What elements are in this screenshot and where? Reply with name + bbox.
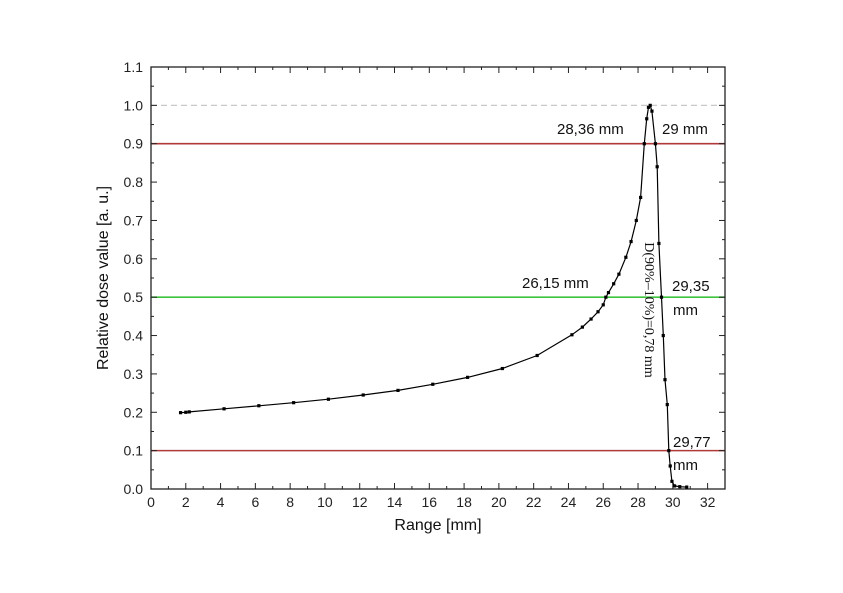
y-tick-label: 0.6	[124, 251, 144, 267]
y-tick-label: 0.7	[124, 212, 144, 228]
y-tick-label: 0.9	[124, 136, 144, 152]
annotation-29: 29 mm	[662, 121, 708, 138]
annotation-29-35-unit: mm	[673, 302, 698, 319]
data-point	[361, 393, 365, 397]
y-tick-label: 0.8	[124, 174, 144, 190]
data-point	[601, 303, 605, 307]
data-point	[646, 105, 651, 109]
x-axis-ticks: 0 2 4 6 8 10 12 14 16 18 20 22 24 26 28 30 32	[147, 67, 716, 510]
x-axis-title: Range [mm]	[394, 517, 481, 534]
data-point	[396, 388, 400, 393]
data-point	[663, 378, 667, 382]
data-point	[650, 109, 654, 113]
data-point	[431, 382, 435, 386]
y-tick-label: 0.5	[124, 289, 144, 305]
data-point	[661, 333, 665, 338]
x-tick-label: 22	[526, 494, 542, 510]
x-tick-label: 20	[491, 494, 507, 510]
y-axis-title: Relative dose value [a. u.]	[95, 186, 112, 370]
data-point	[612, 282, 616, 286]
data-point	[639, 195, 643, 200]
x-tick-label: 30	[665, 494, 681, 510]
data-point	[326, 397, 331, 401]
data-point	[645, 117, 649, 121]
y-tick-label: 0.0	[124, 481, 144, 497]
data-point	[257, 404, 261, 408]
x-tick-label: 12	[352, 494, 368, 510]
annotation-distal-falloff: D(90%–10%)=0,78 mm	[641, 242, 656, 378]
x-tick-label: 8	[286, 494, 294, 510]
data-point	[465, 375, 470, 379]
data-point	[642, 142, 646, 146]
x-tick-label: 10	[317, 494, 333, 510]
data-point	[596, 310, 600, 314]
data-point	[580, 325, 584, 329]
x-tick-label: 16	[422, 494, 438, 510]
data-point	[670, 479, 674, 483]
data-point	[222, 407, 226, 411]
annotation-29-77-unit: mm	[673, 457, 698, 474]
annotation-29-77-value: 29,77	[673, 434, 711, 451]
data-point	[589, 317, 593, 321]
x-tick-label: 18	[456, 494, 472, 510]
x-tick-label: 28	[630, 494, 646, 510]
data-point	[624, 255, 628, 259]
data-point	[685, 485, 689, 489]
y-tick-label: 1.1	[124, 59, 144, 75]
data-point	[604, 295, 608, 299]
data-point	[648, 103, 652, 107]
data-point	[678, 485, 682, 489]
data-point	[178, 411, 183, 415]
data-point	[667, 449, 671, 453]
y-tick-label: 0.4	[124, 328, 144, 344]
data-point	[617, 272, 621, 276]
x-tick-label: 32	[700, 494, 716, 510]
plot-frame	[150, 66, 726, 490]
data-point	[655, 165, 659, 169]
x-tick-label: 24	[561, 494, 577, 510]
series-group	[178, 103, 689, 489]
x-tick-label: 6	[251, 494, 259, 510]
data-point	[672, 484, 677, 488]
data-point	[570, 333, 574, 337]
data-point	[668, 464, 672, 468]
data-point	[184, 410, 188, 414]
data-point	[292, 401, 296, 405]
x-tick-label: 2	[182, 494, 190, 510]
reference-lines	[151, 104, 725, 452]
y-tick-label: 0.1	[124, 443, 144, 459]
data-point	[659, 295, 664, 299]
x-tick-label: 4	[217, 494, 225, 510]
y-tick-label: 1.0	[124, 97, 144, 113]
x-tick-label: 26	[595, 494, 611, 510]
annotation-29-35-value: 29,35	[672, 278, 710, 295]
data-point	[187, 410, 191, 414]
data-point	[606, 290, 611, 295]
data-point	[653, 142, 658, 146]
data-point	[629, 239, 633, 244]
y-tick-label: 0.2	[124, 404, 144, 420]
y-tick-label: 0.3	[124, 366, 144, 382]
data-point	[535, 353, 539, 358]
data-point	[634, 218, 638, 223]
annotation-28-36: 28,36 mm	[557, 121, 624, 138]
x-tick-label: 14	[387, 494, 403, 510]
data-point	[500, 366, 504, 371]
x-tick-label: 0	[147, 494, 155, 510]
data-point	[657, 241, 661, 246]
data-point	[665, 403, 669, 407]
annotation-26-15: 26,15 mm	[522, 275, 589, 292]
axes-frame	[150, 66, 726, 490]
y-axis-ticks: 0.0 0.1 0.2 0.3 0.4 0.5 0.6 0.7 0.8 0.9 1.0 1.1	[124, 59, 725, 497]
dose-curve-line	[180, 104, 687, 488]
